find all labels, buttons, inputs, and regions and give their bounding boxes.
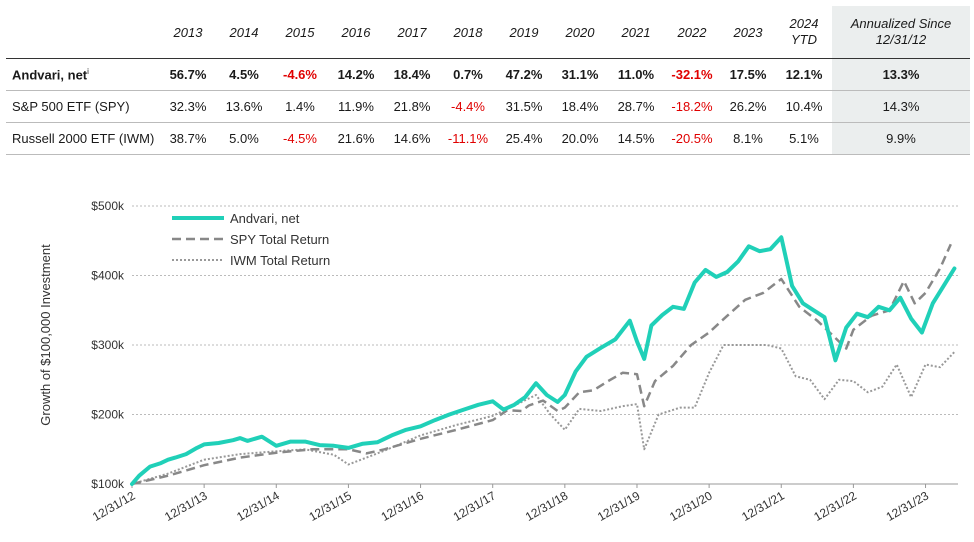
series-line-1 (131, 243, 952, 486)
return-cell: 0.7% (440, 58, 496, 91)
header-year: 2021 (608, 6, 664, 59)
x-axis: 12/31/12 12/31/13 12/31/14 12/31/15 12/31/16… (90, 484, 931, 524)
y-tick-label: $100k (91, 477, 125, 491)
x-tick-label: 12/31/20 (667, 488, 715, 524)
header-year: 2013 (160, 6, 216, 59)
return-cell: -4.5% (272, 122, 328, 155)
return-cell: -20.5% (664, 122, 720, 155)
y-tick-label: $300k (91, 338, 125, 352)
return-cell: 14.2% (328, 58, 384, 91)
row-name-text: Russell 2000 ETF (IWM) (12, 131, 155, 146)
return-cell: 47.2% (496, 58, 552, 91)
header-year: 2015 (272, 6, 328, 59)
header-year: 2020 (552, 6, 608, 59)
header-year: 2023 (720, 6, 776, 59)
series-lines (130, 235, 957, 486)
performance-table: 2013 2014 2015 2016 2017 2018 2019 2020 … (6, 6, 970, 155)
return-cell: 5.1% (776, 122, 832, 155)
x-tick-label: 12/31/15 (306, 488, 354, 524)
grid-lines (132, 205, 958, 485)
return-cell: 21.8% (384, 90, 440, 123)
return-cell: 8.1% (720, 122, 776, 155)
return-cell: 1.4% (272, 90, 328, 123)
y-tick-label: $400k (91, 269, 125, 283)
return-cell: 12.1% (776, 58, 832, 91)
x-tick-label: 12/31/23 (884, 488, 932, 524)
annualized-cell: 13.3% (832, 58, 970, 91)
x-tick-label: 12/31/21 (739, 488, 787, 524)
return-cell: 26.2% (720, 90, 776, 123)
return-cell: 31.5% (496, 90, 552, 123)
row-name-text: Andvari, net (12, 67, 88, 83)
annualized-cell: 9.9% (832, 122, 970, 155)
legend: Andvari, net SPY Total Return IWM Total Re… (172, 211, 330, 268)
y-axis-label: Growth of $100,000 Investment (38, 244, 53, 426)
return-cell: 20.0% (552, 122, 608, 155)
return-cell: -18.2% (664, 90, 720, 123)
x-tick-label: 12/31/12 (90, 488, 138, 524)
y-axis: $100k $200k $300k $400k $500k (91, 199, 125, 491)
header-year: 2022 (664, 6, 720, 59)
x-tick-label: 12/31/19 (595, 488, 643, 524)
header-annualized: Annualized Since 12/31/12 (832, 6, 970, 59)
return-cell: 14.5% (608, 122, 664, 155)
header-blank (6, 6, 160, 59)
y-tick-label: $500k (91, 199, 125, 213)
legend-label: IWM Total Return (230, 253, 330, 268)
x-tick-label: 12/31/14 (234, 488, 282, 524)
x-tick-label: 12/31/13 (162, 488, 210, 524)
return-cell: 18.4% (384, 58, 440, 91)
return-cell: 28.7% (608, 90, 664, 123)
x-tick-label: 12/31/22 (811, 488, 859, 524)
y-tick-label: $200k (91, 408, 125, 422)
return-cell: 32.3% (160, 90, 216, 123)
return-cell: 17.5% (720, 58, 776, 91)
series-line-2 (131, 344, 956, 485)
header-year: 2017 (384, 6, 440, 59)
row-name-text: S&P 500 ETF (SPY) (12, 99, 130, 114)
header-year: 2014 (216, 6, 272, 59)
return-cell: -4.6% (272, 58, 328, 91)
return-cell: 11.9% (328, 90, 384, 123)
header-year: 2019 (496, 6, 552, 59)
return-cell: -32.1% (664, 58, 720, 91)
header-ytd: 2024 YTD (776, 6, 832, 59)
return-cell: 14.6% (384, 122, 440, 155)
x-tick-label: 12/31/17 (451, 488, 499, 524)
row-name: Andvari, neti (6, 58, 160, 91)
return-cell: 38.7% (160, 122, 216, 155)
row-name: S&P 500 ETF (SPY) (6, 90, 160, 123)
return-cell: -4.4% (440, 90, 496, 123)
return-cell: 10.4% (776, 90, 832, 123)
header-year: 2016 (328, 6, 384, 59)
table-row: Russell 2000 ETF (IWM) 38.7% 5.0% -4.5% 21.6… (6, 122, 970, 155)
x-tick-label: 12/31/18 (523, 488, 571, 524)
return-cell: 11.0% (608, 58, 664, 91)
return-cell: 31.1% (552, 58, 608, 91)
return-cell: 13.6% (216, 90, 272, 123)
table-row: Andvari, neti 56.7% 4.5% -4.6% 14.2% 18.4% 0.7… (6, 58, 970, 91)
return-cell: 4.5% (216, 58, 272, 91)
table-row: S&P 500 ETF (SPY) 32.3% 13.6% 1.4% 11.9% 21.8… (6, 90, 970, 123)
legend-label: Andvari, net (230, 211, 300, 226)
x-tick-label: 12/31/16 (379, 488, 427, 524)
legend-label: SPY Total Return (230, 232, 329, 247)
series-line-0 (130, 235, 957, 486)
return-cell: 25.4% (496, 122, 552, 155)
annualized-cell: 14.3% (832, 90, 970, 123)
row-name: Russell 2000 ETF (IWM) (6, 122, 160, 155)
footnote-marker: i (87, 66, 89, 76)
return-cell: 5.0% (216, 122, 272, 155)
return-cell: -11.1% (440, 122, 496, 155)
return-cell: 18.4% (552, 90, 608, 123)
return-cell: 21.6% (328, 122, 384, 155)
return-cell: 56.7% (160, 58, 216, 91)
table-header-row: 2013 2014 2015 2016 2017 2018 2019 2020 … (6, 6, 970, 59)
header-year: 2018 (440, 6, 496, 59)
